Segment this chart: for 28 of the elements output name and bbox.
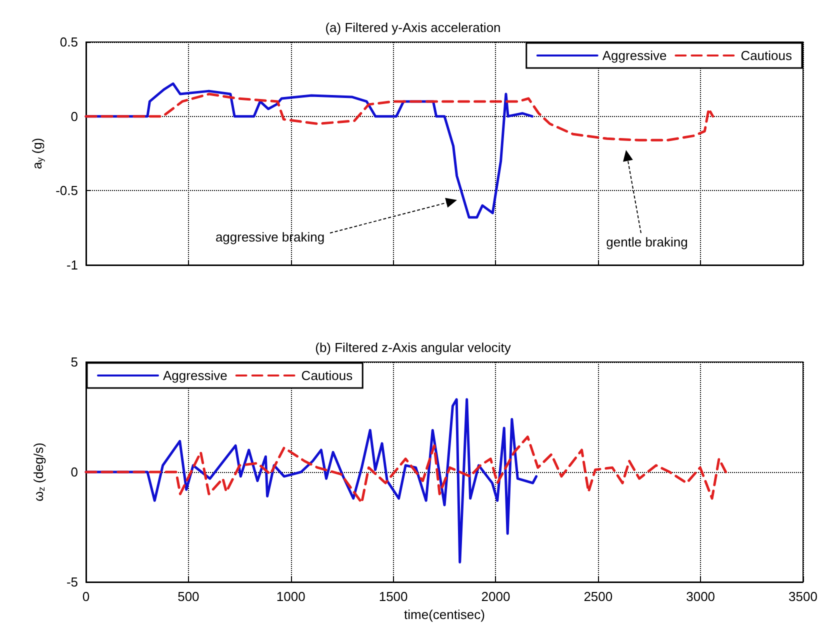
x-tick-label: 1500 <box>378 589 408 604</box>
annotation: aggressive braking <box>215 230 325 244</box>
y-tick-label: 5 <box>70 354 78 370</box>
y-axis-title: ay (g) <box>30 138 46 170</box>
x-tick-label: 0 <box>82 589 90 604</box>
legend-label: Cautious <box>740 48 792 63</box>
y-tick-label: 0 <box>70 464 78 480</box>
y-tick-label: 0 <box>70 108 78 124</box>
y-tick-label: 0.5 <box>60 34 78 50</box>
legend-label: Cautious <box>301 368 354 383</box>
x-tick-label: 500 <box>178 589 200 604</box>
line-series <box>84 92 714 142</box>
y-axis-title: ωz (deg/s) <box>31 442 46 502</box>
x-tick-label: 3500 <box>788 589 818 604</box>
y-tick-label: -0.5 <box>56 183 78 198</box>
legend-label: Aggressive <box>602 48 667 63</box>
annotation: gentle braking <box>606 234 688 250</box>
x-tick-label: 2500 <box>584 589 613 604</box>
y-tick-label: -5 <box>66 574 78 590</box>
x-tick-label: 3000 <box>686 589 716 604</box>
x-tick-label: 1000 <box>276 589 306 604</box>
line-series <box>84 436 728 504</box>
x-tick-label: 2000 <box>481 589 510 604</box>
legend-label: Aggressive <box>163 368 228 383</box>
y-tick-label: -1 <box>66 258 78 272</box>
chart-title: (b) Filtered z-Axis angular velocity <box>315 340 512 355</box>
x-axis-title: time(centisec) <box>404 606 485 622</box>
chart-title: (a) Filtered y-Axis acceleration <box>325 20 501 35</box>
